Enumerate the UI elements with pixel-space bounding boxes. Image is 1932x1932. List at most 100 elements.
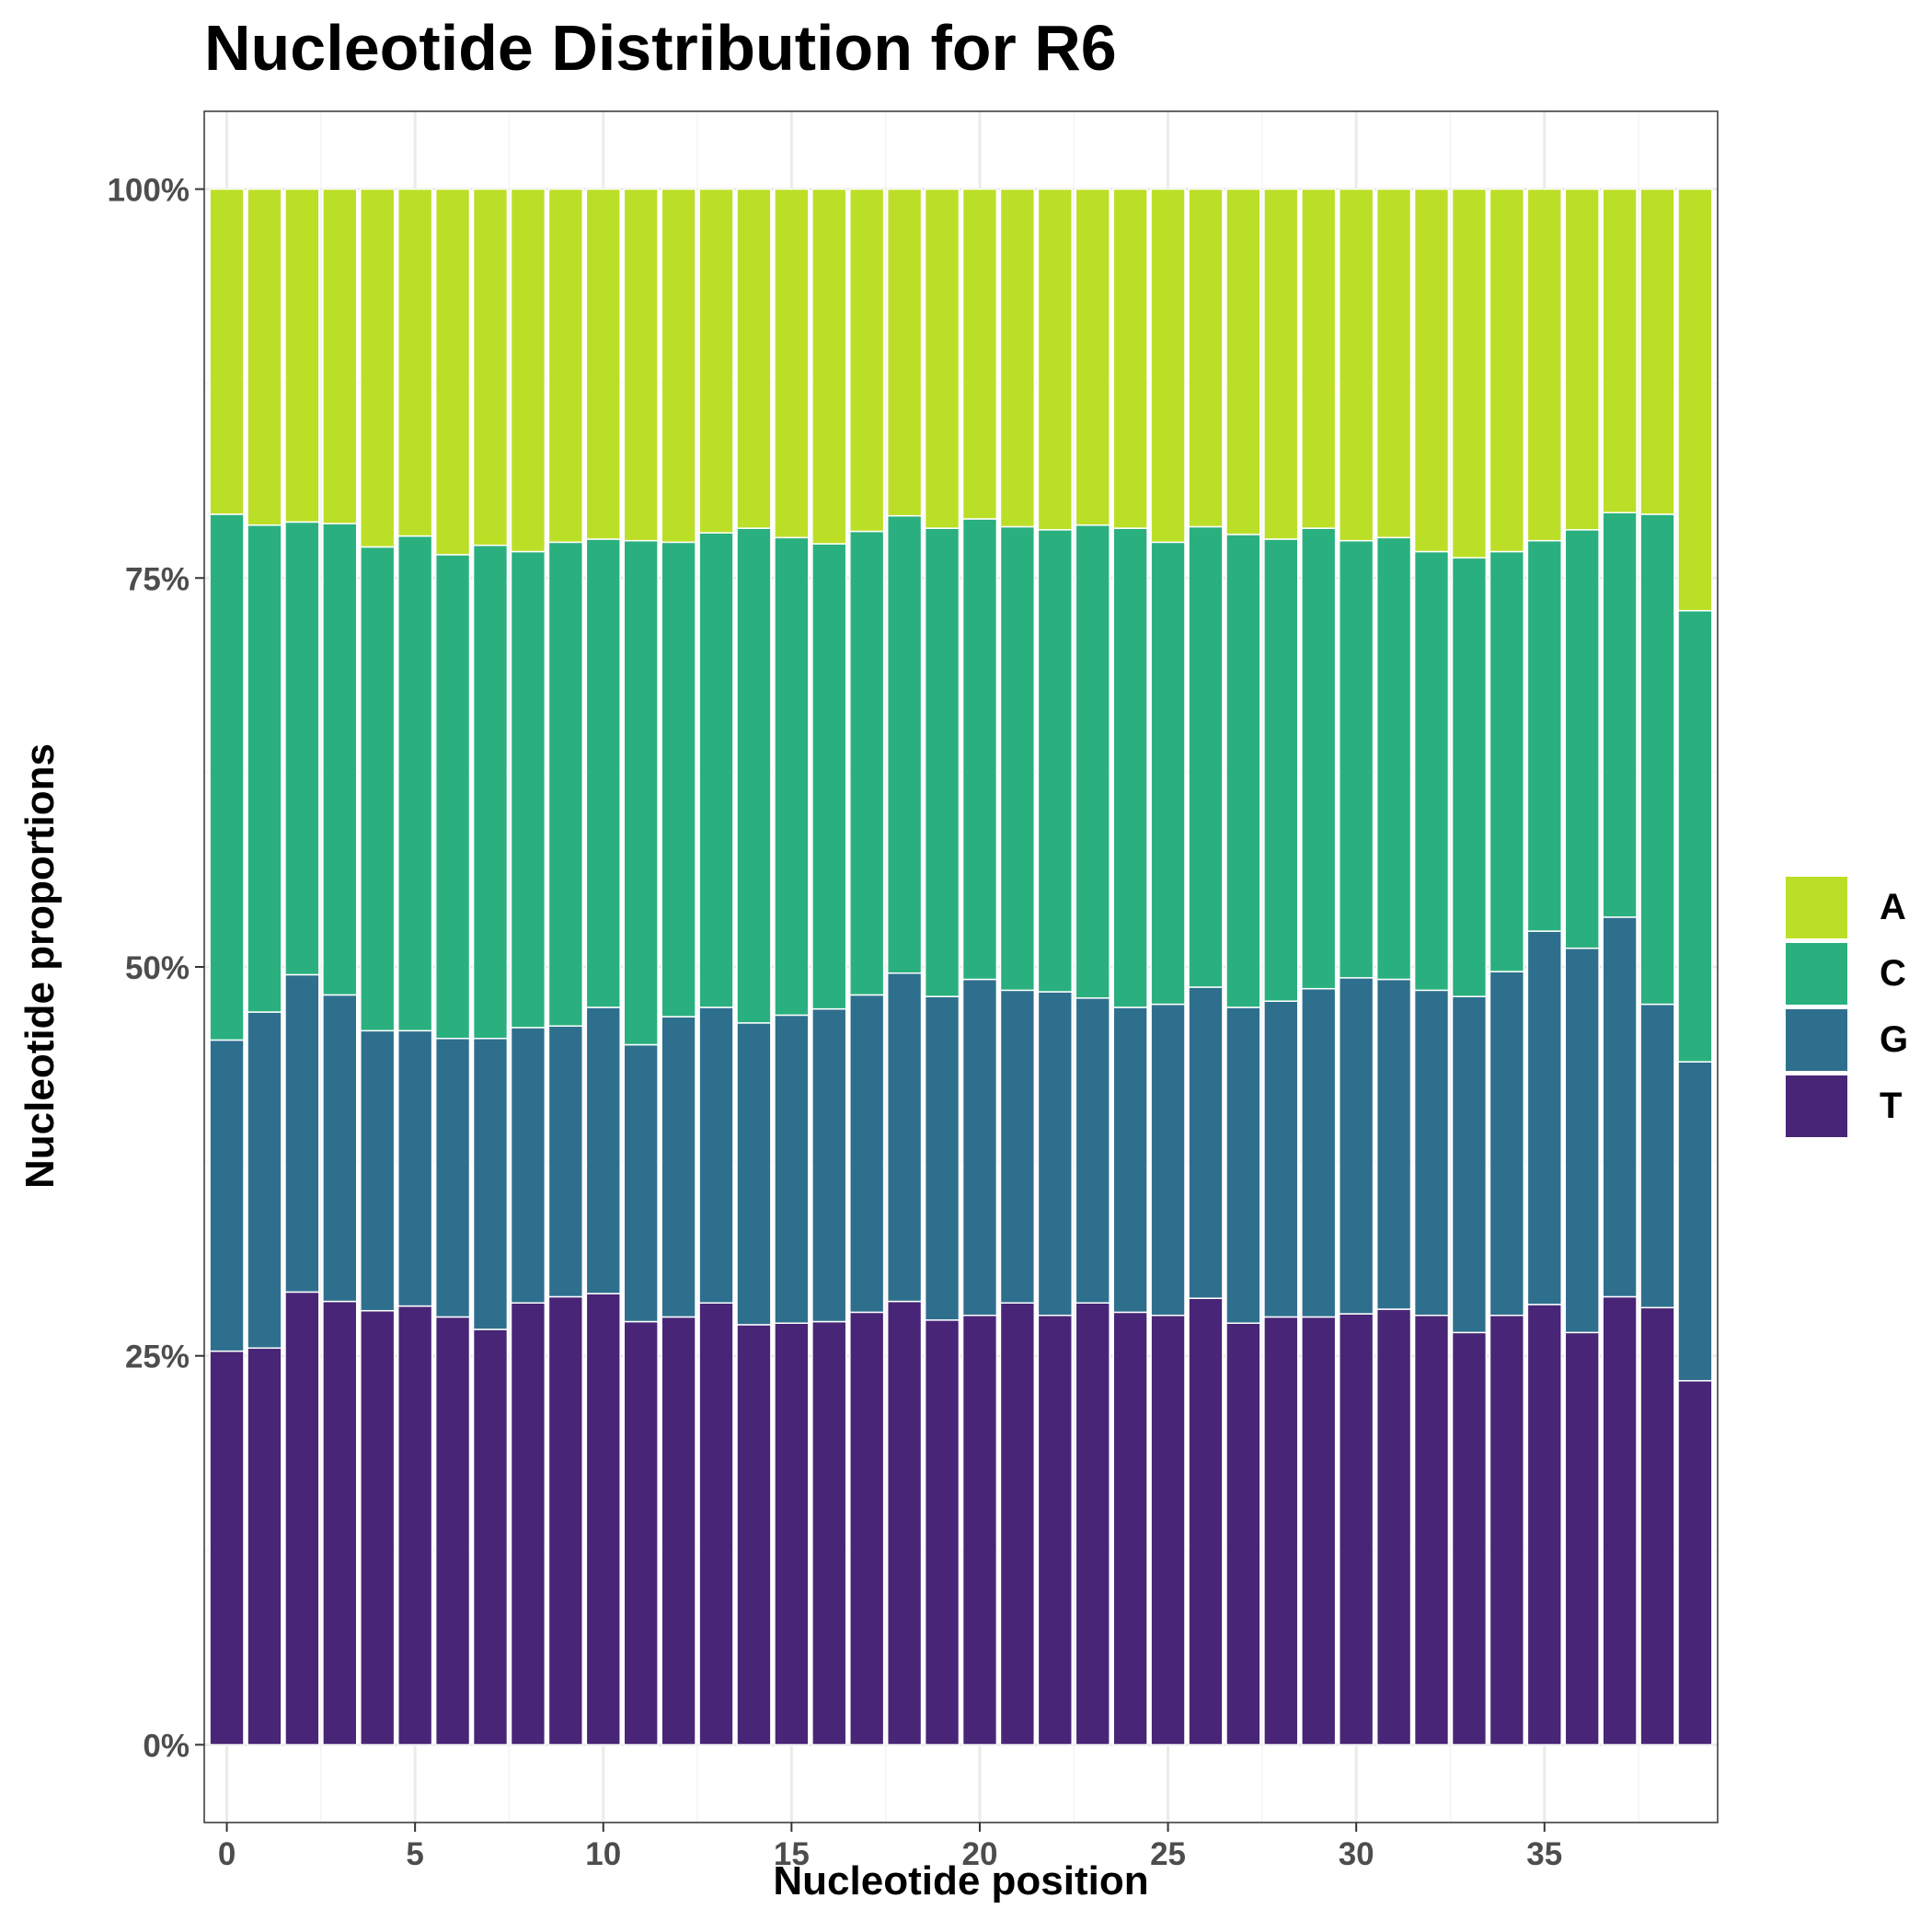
bar-A-pos-8 [510, 188, 546, 553]
bar-G-pos-25 [1150, 1003, 1186, 1317]
bar-G-pos-39 [1677, 1061, 1713, 1382]
bar-A-pos-15 [774, 188, 810, 539]
bar-T-pos-8 [510, 1302, 546, 1746]
bar-G-pos-28 [1263, 1000, 1299, 1318]
x-tick-label: 0 [218, 1836, 236, 1872]
x-axis-title: Nucleotide position [773, 1858, 1149, 1903]
bar-G-pos-30 [1339, 977, 1374, 1315]
bar-A-pos-19 [924, 188, 960, 529]
bar-A-pos-21 [999, 188, 1036, 528]
bar-A-pos-28 [1263, 188, 1299, 540]
y-tick-label: 50% [125, 950, 190, 986]
bar-C-pos-27 [1225, 534, 1261, 1008]
bar-C-pos-13 [698, 532, 734, 1008]
bar-A-pos-37 [1602, 188, 1638, 514]
bar-C-pos-14 [736, 527, 772, 1024]
bar-A-pos-25 [1150, 188, 1186, 544]
bar-G-pos-0 [209, 1039, 245, 1352]
bar-A-pos-2 [284, 188, 320, 523]
bar-A-pos-20 [961, 188, 998, 520]
bar-A-pos-33 [1451, 188, 1488, 559]
bar-C-pos-26 [1188, 525, 1224, 988]
bar-T-pos-24 [1112, 1311, 1148, 1746]
bar-C-pos-33 [1451, 557, 1488, 997]
bar-T-pos-17 [849, 1311, 885, 1746]
x-axis: 0 5 10 15 20 25 30 35 [218, 1823, 1562, 1872]
bar-T-pos-9 [547, 1295, 583, 1746]
x-tick-label: 5 [406, 1836, 423, 1872]
bar-C-pos-1 [247, 524, 282, 1013]
bar-G-pos-37 [1602, 916, 1638, 1298]
bar-A-pos-17 [849, 188, 885, 533]
legend-label-C: C [1880, 952, 1906, 994]
bar-G-pos-6 [434, 1038, 471, 1318]
x-tick-label: 20 [961, 1836, 997, 1872]
bar-T-pos-22 [1037, 1315, 1073, 1746]
bar-G-pos-2 [284, 973, 320, 1294]
x-tick-label: 25 [1150, 1836, 1186, 1872]
y-tick-label: 0% [143, 1728, 190, 1764]
bar-C-pos-37 [1602, 512, 1638, 918]
bar-T-pos-3 [322, 1300, 358, 1746]
bar-G-pos-38 [1639, 1003, 1675, 1309]
bar-A-pos-31 [1375, 188, 1412, 539]
bar-T-pos-1 [247, 1347, 282, 1746]
bar-T-pos-13 [698, 1302, 734, 1746]
bar-T-pos-21 [999, 1302, 1036, 1746]
bar-C-pos-7 [472, 545, 509, 1040]
legend-key-A [1785, 875, 1848, 939]
bar-G-pos-18 [886, 972, 923, 1303]
legend-key-C [1785, 941, 1848, 1006]
bar-T-pos-14 [736, 1324, 772, 1746]
y-tick-label: 25% [125, 1340, 190, 1375]
bar-C-pos-17 [849, 530, 885, 996]
bar-G-pos-14 [736, 1022, 772, 1326]
bar-G-pos-21 [999, 989, 1036, 1304]
bar-A-pos-7 [472, 188, 509, 546]
bar-G-pos-33 [1451, 995, 1488, 1334]
x-tick-label: 30 [1339, 1836, 1374, 1872]
bar-C-pos-21 [999, 525, 1036, 992]
bar-G-pos-26 [1188, 986, 1224, 1299]
bar-T-pos-6 [434, 1316, 471, 1746]
bar-A-pos-29 [1301, 188, 1337, 529]
bar-T-pos-12 [661, 1316, 696, 1746]
bar-A-pos-10 [585, 188, 621, 540]
bar-T-pos-30 [1339, 1313, 1374, 1746]
bar-A-pos-38 [1639, 188, 1675, 515]
bar-A-pos-12 [661, 188, 696, 544]
bar-C-pos-31 [1375, 536, 1412, 981]
bar-A-pos-23 [1075, 188, 1110, 526]
bar-G-pos-11 [623, 1043, 659, 1323]
bar-T-pos-36 [1564, 1331, 1600, 1746]
bar-G-pos-29 [1301, 987, 1337, 1318]
bar-A-pos-22 [1037, 188, 1073, 531]
bar-A-pos-5 [397, 188, 433, 537]
x-tick-label: 10 [585, 1836, 621, 1872]
y-tick-label: 75% [125, 561, 190, 597]
bar-A-pos-35 [1526, 188, 1562, 542]
bar-C-pos-23 [1075, 524, 1110, 999]
bar-A-pos-27 [1225, 188, 1261, 535]
bar-T-pos-38 [1639, 1306, 1675, 1746]
bar-G-pos-13 [698, 1006, 734, 1304]
bar-A-pos-13 [698, 188, 734, 534]
bar-C-pos-38 [1639, 513, 1675, 1006]
bar-T-pos-15 [774, 1322, 810, 1746]
bar-C-pos-32 [1413, 550, 1450, 992]
legend-item-C: C [1785, 940, 1908, 1006]
bar-C-pos-24 [1112, 527, 1148, 1008]
bar-G-pos-36 [1564, 947, 1600, 1334]
bar-C-pos-2 [284, 521, 320, 976]
bar-T-pos-16 [811, 1320, 847, 1746]
bar-C-pos-36 [1564, 529, 1600, 949]
bar-T-pos-27 [1225, 1322, 1261, 1746]
bar-C-pos-25 [1150, 541, 1186, 1006]
bar-G-pos-23 [1075, 997, 1110, 1304]
bar-A-pos-36 [1564, 188, 1600, 531]
bar-C-pos-30 [1339, 539, 1374, 979]
bar-G-pos-10 [585, 1006, 621, 1294]
legend-item-T: T [1785, 1073, 1908, 1139]
bar-C-pos-22 [1037, 529, 1073, 993]
